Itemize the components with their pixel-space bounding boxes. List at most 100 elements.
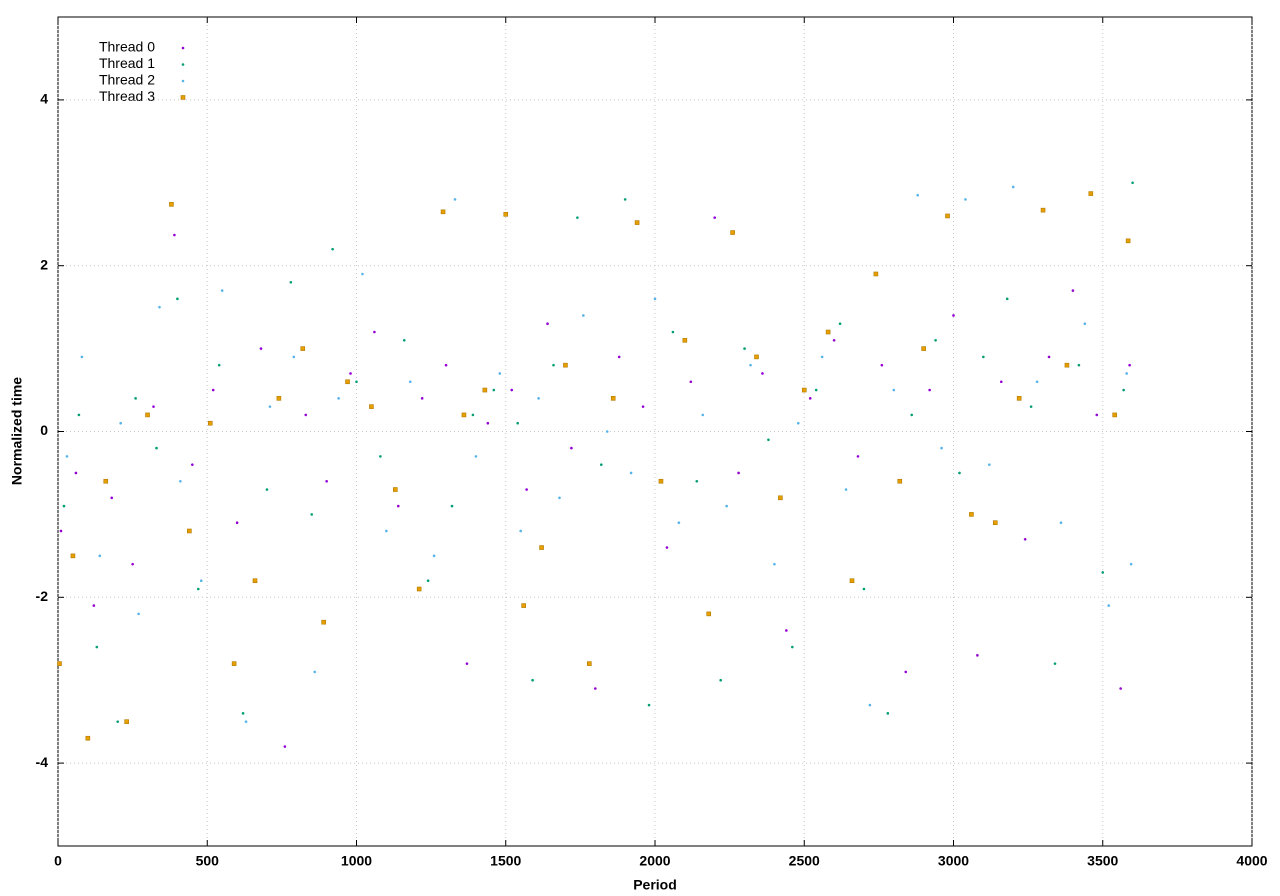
data-point [1053, 662, 1057, 665]
data-point [461, 412, 467, 418]
data-point [671, 330, 675, 334]
data-point [158, 305, 161, 309]
data-point [641, 405, 645, 408]
data-point [137, 612, 140, 616]
data-point [629, 471, 633, 475]
legend-label: Thread 2 [99, 72, 155, 88]
data-point [217, 363, 221, 367]
data-point [570, 446, 573, 450]
data-point [677, 521, 681, 524]
data-point [131, 562, 134, 566]
data-point [59, 529, 63, 533]
data-point [617, 355, 621, 359]
data-point [605, 430, 609, 433]
data-point [695, 479, 699, 483]
data-point [754, 354, 759, 360]
data-point [283, 745, 287, 748]
data-point [886, 712, 890, 715]
data-point [599, 463, 603, 466]
data-point [999, 380, 1003, 384]
legend-label: Thread 0 [99, 39, 155, 55]
data-point [1125, 372, 1128, 375]
data-point [964, 198, 967, 201]
y-tick-label: -4 [36, 754, 49, 770]
data-point [453, 198, 457, 201]
data-point [658, 478, 664, 484]
legend-marker [181, 79, 185, 83]
data-point [235, 521, 239, 524]
data-point [465, 662, 469, 665]
data-point [70, 553, 76, 559]
data-point [304, 413, 308, 417]
data-point [1016, 396, 1022, 401]
data-point [880, 363, 884, 367]
data-point [719, 678, 722, 682]
x-tick-label: 3500 [1087, 853, 1118, 869]
data-point [289, 280, 293, 284]
data-point [773, 562, 776, 566]
data-point [1128, 363, 1131, 367]
data-point [510, 388, 514, 392]
data-point [241, 712, 245, 715]
data-point [539, 545, 544, 550]
data-point [92, 604, 96, 607]
data-point [124, 719, 129, 724]
data-point [1119, 687, 1122, 690]
y-tick-label: 2 [40, 256, 48, 272]
data-point [482, 387, 488, 393]
data-point [77, 413, 81, 417]
data-point [897, 478, 903, 484]
data-point [1059, 521, 1063, 524]
data-point [402, 339, 406, 342]
data-point [791, 645, 794, 649]
data-point [761, 372, 764, 375]
data-point [420, 397, 424, 400]
data-point [921, 346, 926, 351]
data-point [801, 387, 807, 393]
data-point [910, 413, 914, 417]
data-point [1029, 405, 1033, 408]
data-point [474, 455, 478, 458]
data-point [1035, 380, 1039, 384]
data-point [519, 529, 522, 533]
data-point [1122, 388, 1125, 392]
data-point [426, 579, 430, 583]
data-point [682, 338, 688, 343]
data-point [634, 220, 640, 225]
data-point [934, 339, 937, 342]
data-point [310, 513, 314, 516]
data-point [904, 670, 908, 674]
data-point [832, 339, 836, 342]
data-point [486, 421, 490, 425]
data-point [844, 488, 848, 491]
data-point [988, 463, 991, 466]
data-point [647, 703, 651, 707]
data-point [65, 455, 69, 458]
data-point [849, 578, 855, 584]
data-point [396, 504, 400, 508]
data-point [610, 396, 616, 401]
data-point [558, 496, 561, 500]
data-point [525, 488, 528, 491]
data-point [361, 272, 364, 276]
x-tick-label: 0 [54, 853, 62, 869]
x-tick-label: 500 [196, 853, 220, 869]
data-point [785, 629, 788, 632]
x-tick-label: 2000 [639, 853, 670, 869]
data-point [220, 289, 224, 292]
y-tick-label: -2 [36, 588, 49, 604]
data-point [576, 216, 579, 219]
x-tick-label: 1000 [341, 853, 372, 869]
data-point [958, 471, 961, 475]
data-point [196, 587, 200, 591]
data-point [1047, 355, 1051, 359]
data-point [498, 372, 502, 375]
data-point [450, 504, 454, 508]
data-point [713, 216, 716, 219]
data-point [169, 202, 174, 207]
data-point [1131, 181, 1134, 185]
data-point [444, 363, 448, 367]
legend-label: Thread 1 [99, 55, 155, 71]
